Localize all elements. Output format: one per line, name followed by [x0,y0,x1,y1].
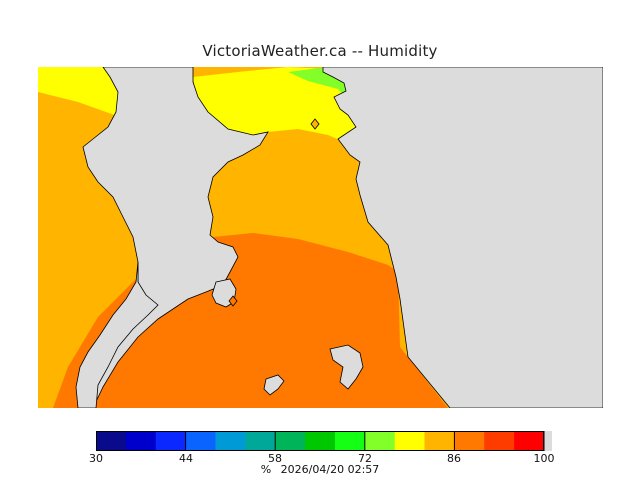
tick-label: 86 [447,452,461,465]
color-swatch [424,431,455,451]
humidity-zone-72-79-west [38,67,120,117]
station-marker-south[interactable] [228,295,238,307]
humidity-map [38,67,603,408]
tick-label: 72 [358,452,372,465]
color-swatch-cap [544,431,552,451]
island-west [263,374,285,396]
unit-label: % [260,463,272,476]
color-swatch [454,431,485,451]
land-mass [75,67,603,408]
color-swatch [514,431,545,451]
color-swatch [155,431,187,451]
color-swatch [305,431,336,451]
tick-label: 44 [179,452,193,465]
color-swatch [125,431,157,451]
color-swatch [215,431,246,451]
station-marker-north[interactable] [310,118,320,130]
color-swatch [275,431,306,451]
timestamp: 2026/04/20 02:57 [280,463,380,476]
humidity-color-bar [95,431,552,451]
map-footer: % 2026/04/20 02:57 [0,463,640,476]
island-east [329,344,364,390]
color-swatch [484,431,515,451]
color-swatch [334,431,366,451]
color-swatch [245,431,276,451]
tick-label: 100 [533,452,555,465]
color-bar-border [96,431,544,451]
tick-label: 58 [268,452,282,465]
color-swatch [364,431,396,451]
color-swatch [394,431,426,451]
color-bar-ticks: 30 44 58 72 86 100 [0,452,640,466]
color-swatch [185,431,216,451]
color-swatch [96,431,127,451]
tick-label: 30 [89,452,103,465]
map-title: VictoriaWeather.ca -- Humidity [202,42,438,60]
